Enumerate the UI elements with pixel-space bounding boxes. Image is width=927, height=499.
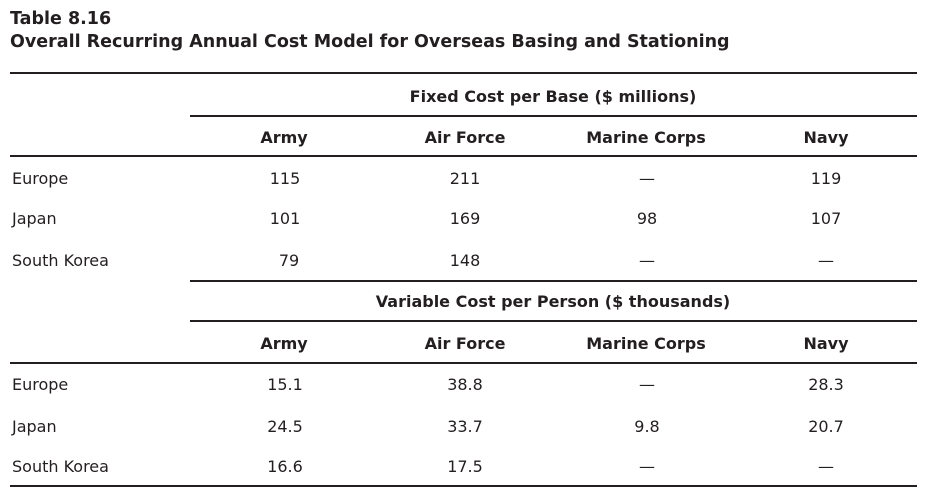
cell-value: 28.3 [808,375,844,394]
cell-value: 38.8 [447,375,483,394]
row-label-japan: Japan [12,417,57,436]
variable-cost-header-rule [190,320,917,322]
column-header-army: Army [260,334,308,353]
row-label-south-korea: South Korea [12,457,109,476]
cell-value: 79 [278,251,300,270]
cell-value: — [639,375,655,394]
cell-value: 33.7 [447,417,483,436]
row-label-europe: Europe [12,375,69,394]
cell-value: 24.5 [267,417,303,436]
column-header-navy: Navy [803,128,849,147]
row-label-japan: Japan [12,209,57,228]
cell-value: 9.8 [634,417,660,436]
column-header-air-force: Air Force [424,334,506,353]
cell-value: — [818,457,834,476]
column-header-marine-corps: Marine Corps [586,334,706,353]
fixed-cost-column-header-rule [10,155,917,157]
cell-value: — [818,251,834,270]
cell-value: — [639,169,655,188]
column-header-navy: Navy [803,334,849,353]
cell-value: 17.5 [447,457,483,476]
cell-value: 115 [269,169,301,188]
cell-value: 16.6 [267,457,303,476]
cell-value: 169 [449,209,481,228]
section-divider-rule [190,280,917,282]
row-label-europe: Europe [12,169,69,188]
bottom-rule [10,485,917,487]
cell-value: 148 [449,251,481,270]
table-number: Table 8.16 [10,9,112,29]
cell-value: 119 [810,169,842,188]
fixed-cost-section-header: Fixed Cost per Base ($ millions) [409,87,697,106]
cell-value: — [639,251,655,270]
column-header-army: Army [260,128,308,147]
variable-cost-column-header-rule [10,362,917,364]
cell-value: 20.7 [808,417,844,436]
table-caption: Table 8.16 Overall Recurring Annual Cost… [10,8,730,54]
cell-value: 15.1 [267,375,303,394]
cell-value: 107 [810,209,842,228]
cell-value: 98 [636,209,658,228]
top-rule [10,72,917,74]
cell-value: 101 [269,209,301,228]
variable-cost-section-header: Variable Cost per Person ($ thousands) [375,292,731,311]
table-title: Overall Recurring Annual Cost Model for … [10,32,730,52]
row-label-south-korea: South Korea [12,251,109,270]
cell-value: 211 [449,169,481,188]
column-header-air-force: Air Force [424,128,506,147]
fixed-cost-header-rule [190,115,917,117]
column-header-marine-corps: Marine Corps [586,128,706,147]
cell-value: — [639,457,655,476]
